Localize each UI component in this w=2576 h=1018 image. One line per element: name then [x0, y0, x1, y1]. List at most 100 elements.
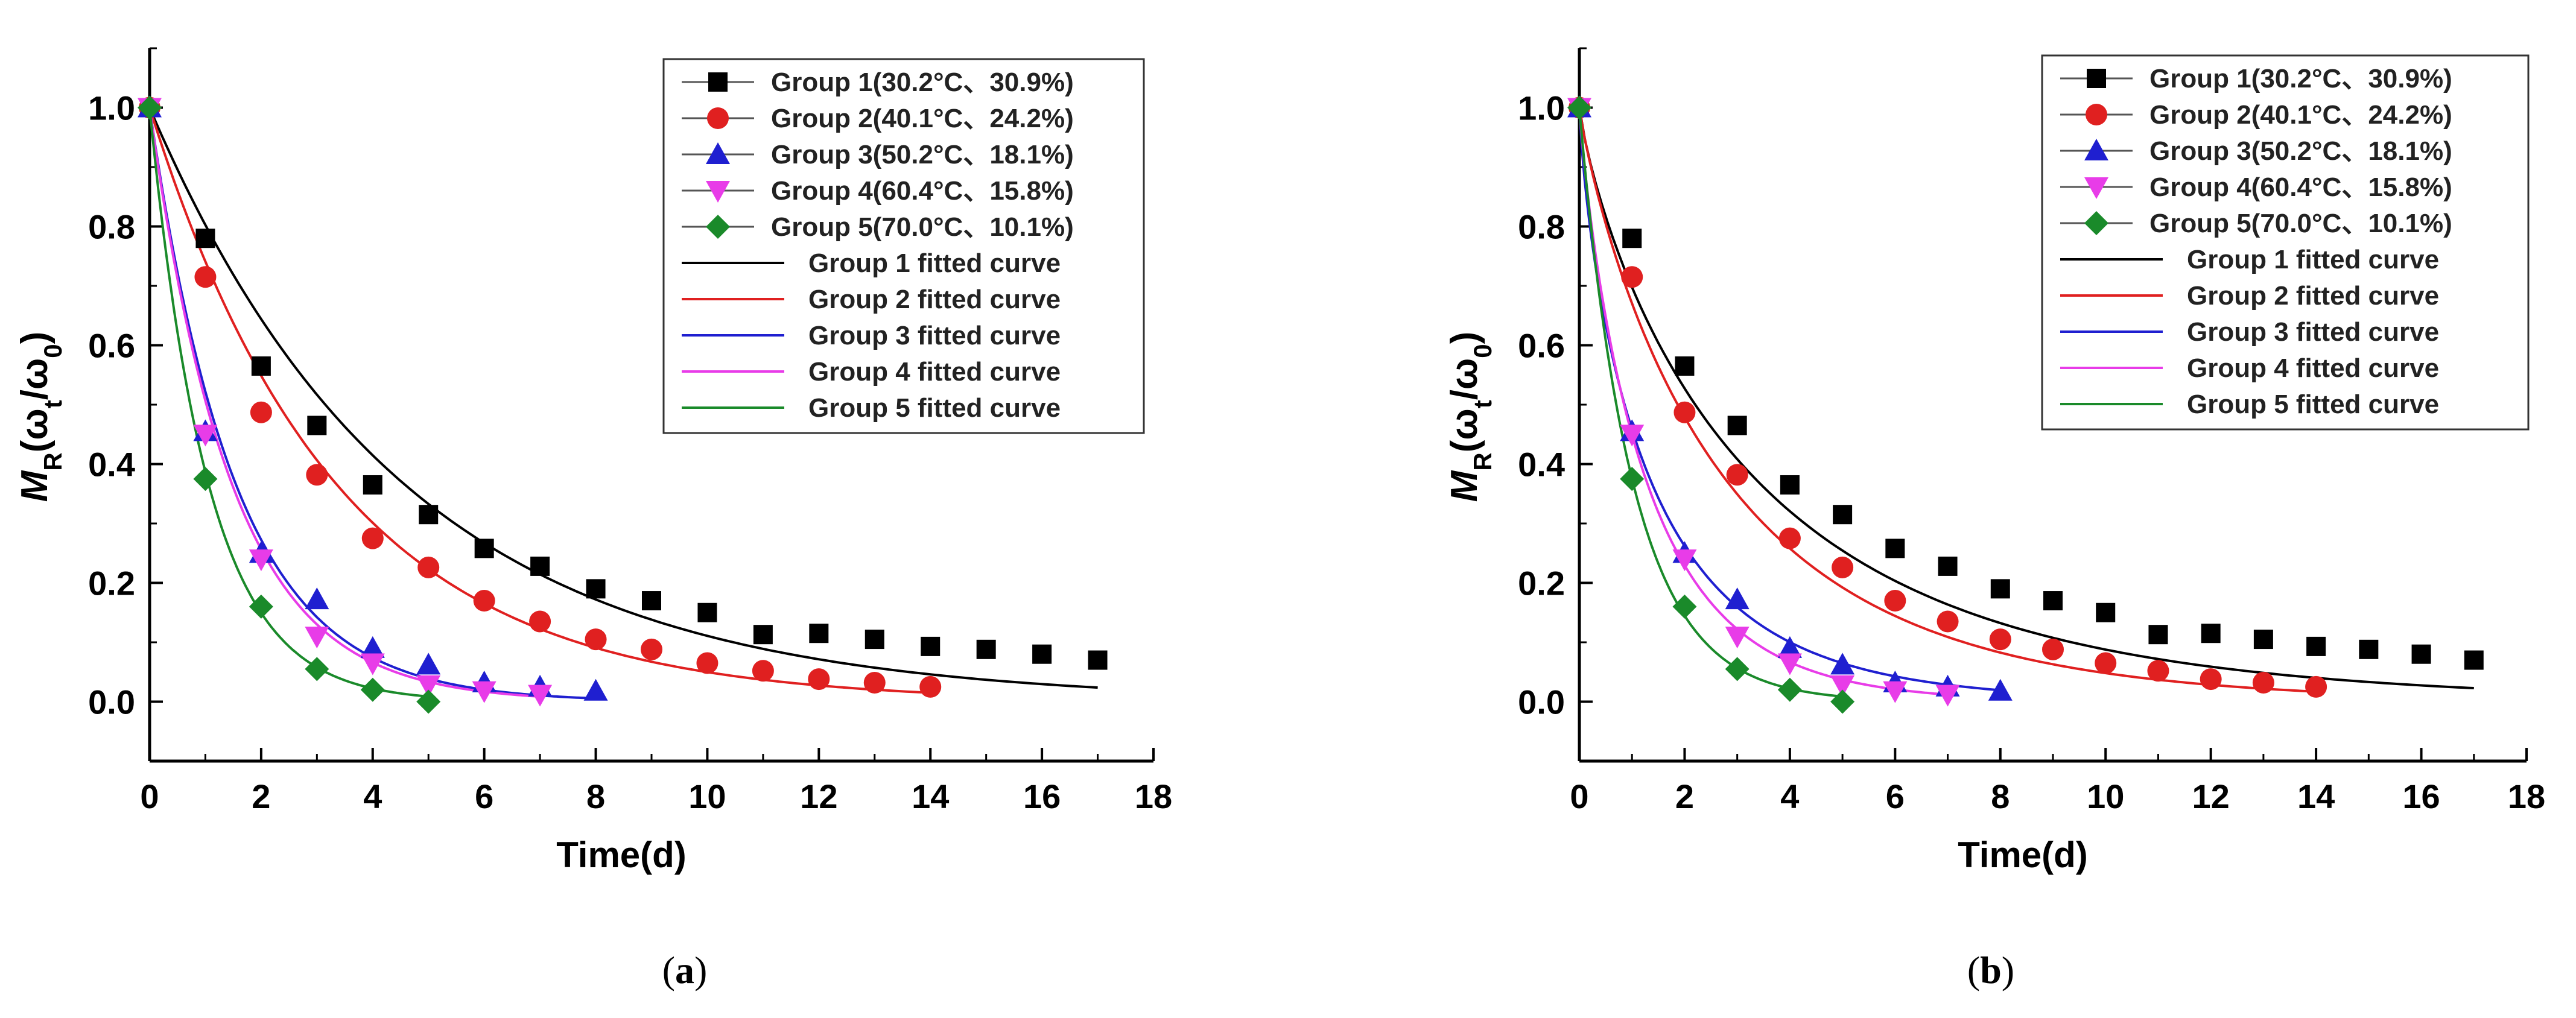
data-point-series-1 — [2148, 625, 2168, 645]
data-point-series-5 — [1830, 689, 1855, 714]
x-tick-label: 12 — [2192, 777, 2230, 815]
data-point-series-1 — [1990, 579, 2010, 599]
series-5-points — [1567, 95, 1855, 714]
data-point-series-4 — [528, 684, 553, 707]
data-point-series-2 — [2042, 638, 2064, 660]
data-point-series-5 — [1725, 657, 1750, 681]
data-point-series-1 — [2201, 624, 2221, 643]
data-point-series-1 — [2043, 591, 2063, 611]
x-tick-label: 8 — [586, 777, 605, 815]
legend-label-fitted-4: Group 4 fitted curve — [808, 357, 1061, 387]
data-point-series-5 — [1620, 467, 1645, 492]
data-point-series-5 — [305, 657, 329, 681]
data-point-series-5 — [1672, 594, 1697, 619]
data-point-series-2 — [2095, 652, 2117, 674]
x-tick-label: 10 — [688, 777, 726, 815]
data-point-series-4 — [1935, 684, 1960, 707]
y-tick-label: 0.8 — [88, 208, 135, 246]
legend-label-fitted-2: Group 2 fitted curve — [808, 285, 1061, 314]
legend-label-series-4: Group 4(60.4°C、15.8%) — [2149, 172, 2452, 202]
x-tick-label: 4 — [1780, 777, 1799, 815]
data-point-series-5 — [1567, 95, 1591, 120]
y-tick-label: 0.0 — [1518, 683, 1565, 721]
data-point-series-1 — [2359, 639, 2379, 659]
data-point-series-1 — [976, 639, 996, 659]
data-point-series-2 — [473, 590, 495, 612]
data-point-series-3 — [1777, 636, 1802, 658]
data-point-series-2 — [808, 668, 830, 691]
x-tick-label: 0 — [1570, 777, 1588, 815]
data-point-series-3 — [360, 636, 385, 658]
data-point-series-1 — [1780, 475, 1800, 495]
legend-marker-series-2 — [707, 107, 729, 129]
legend-label-series-5: Group 5(70.0°C、10.1%) — [2149, 209, 2452, 238]
x-tick-label: 14 — [2297, 777, 2335, 815]
data-point-series-1 — [1833, 505, 1853, 525]
legend-label-fitted-2: Group 2 fitted curve — [2187, 281, 2439, 311]
x-tick-label: 16 — [2402, 777, 2440, 815]
legend-label-series-2: Group 2(40.1°C、24.2%) — [771, 104, 1074, 133]
x-tick-label: 14 — [912, 777, 949, 815]
x-tick-label: 18 — [2508, 777, 2545, 815]
data-point-series-4 — [1777, 653, 1802, 675]
data-point-series-1 — [1675, 356, 1695, 376]
data-point-series-2 — [417, 556, 440, 578]
data-point-series-2 — [1726, 464, 1748, 486]
legend-marker-series-5 — [2084, 211, 2108, 235]
x-tick-label: 4 — [363, 777, 382, 815]
data-point-series-1 — [809, 624, 829, 643]
legend-label-series-3: Group 3(50.2°C、18.1%) — [2149, 136, 2452, 166]
legend-marker-series-5 — [706, 215, 730, 239]
fitted-curve-1 — [148, 107, 1098, 689]
data-point-series-1 — [2253, 630, 2273, 650]
series-4-points — [1567, 98, 1960, 707]
data-point-series-1 — [530, 556, 550, 576]
data-point-series-1 — [921, 636, 941, 656]
data-point-series-5 — [416, 689, 441, 714]
legend-label-fitted-5: Group 5 fitted curve — [2187, 390, 2439, 419]
data-point-series-4 — [1725, 627, 1750, 649]
data-point-series-1 — [307, 416, 327, 435]
x-axis-title: Time(d) — [1958, 835, 2088, 875]
data-point-series-4 — [416, 675, 441, 697]
data-point-series-1 — [586, 579, 606, 599]
fitted-curve-2 — [1578, 107, 2317, 693]
legend-label-series-3: Group 3(50.2°C、18.1%) — [771, 140, 1074, 169]
data-point-series-5 — [193, 467, 218, 492]
y-tick-label: 0.8 — [1518, 208, 1565, 246]
data-point-series-2 — [641, 638, 662, 660]
data-point-series-2 — [250, 401, 272, 423]
y-tick-label: 0.2 — [1518, 564, 1565, 602]
panel-label-b: (b) — [1967, 949, 2014, 991]
data-point-series-2 — [696, 652, 719, 674]
fitted-curve-1 — [1578, 107, 2474, 689]
data-point-series-2 — [2305, 675, 2327, 698]
legend-label-series-5: Group 5(70.0°C、10.1%) — [771, 212, 1074, 242]
data-point-series-2 — [2252, 671, 2274, 694]
y-tick-label: 0.4 — [88, 446, 135, 484]
data-point-series-1 — [697, 602, 717, 622]
series-3-points — [1567, 95, 2013, 701]
data-point-series-1 — [1622, 229, 1642, 248]
data-point-series-1 — [2306, 636, 2326, 656]
legend-label-fitted-4: Group 4 fitted curve — [2187, 353, 2439, 383]
legend-label-fitted-1: Group 1 fitted curve — [2187, 245, 2439, 274]
x-tick-label: 6 — [475, 777, 493, 815]
legend-label-series-1: Group 1(30.2°C、30.9%) — [771, 68, 1074, 97]
data-point-series-2 — [1673, 401, 1696, 423]
data-point-series-2 — [1778, 527, 1801, 549]
data-point-series-2 — [194, 266, 217, 288]
data-point-series-1 — [1032, 644, 1052, 664]
legend-label-fitted-3: Group 3 fitted curve — [808, 321, 1061, 350]
x-tick-label: 12 — [800, 777, 837, 815]
data-point-series-3 — [1988, 678, 2013, 701]
x-tick-label: 2 — [1675, 777, 1694, 815]
data-point-series-1 — [1088, 650, 1108, 670]
panel-label-a: (a) — [662, 949, 708, 991]
y-tick-label: 0.0 — [88, 683, 135, 721]
y-axis-title: MR(ωt/ω0) — [1444, 332, 1497, 502]
legend-marker-series-4 — [706, 181, 730, 203]
y-tick-label: 0.4 — [1518, 446, 1565, 484]
data-point-series-2 — [1884, 590, 1906, 612]
